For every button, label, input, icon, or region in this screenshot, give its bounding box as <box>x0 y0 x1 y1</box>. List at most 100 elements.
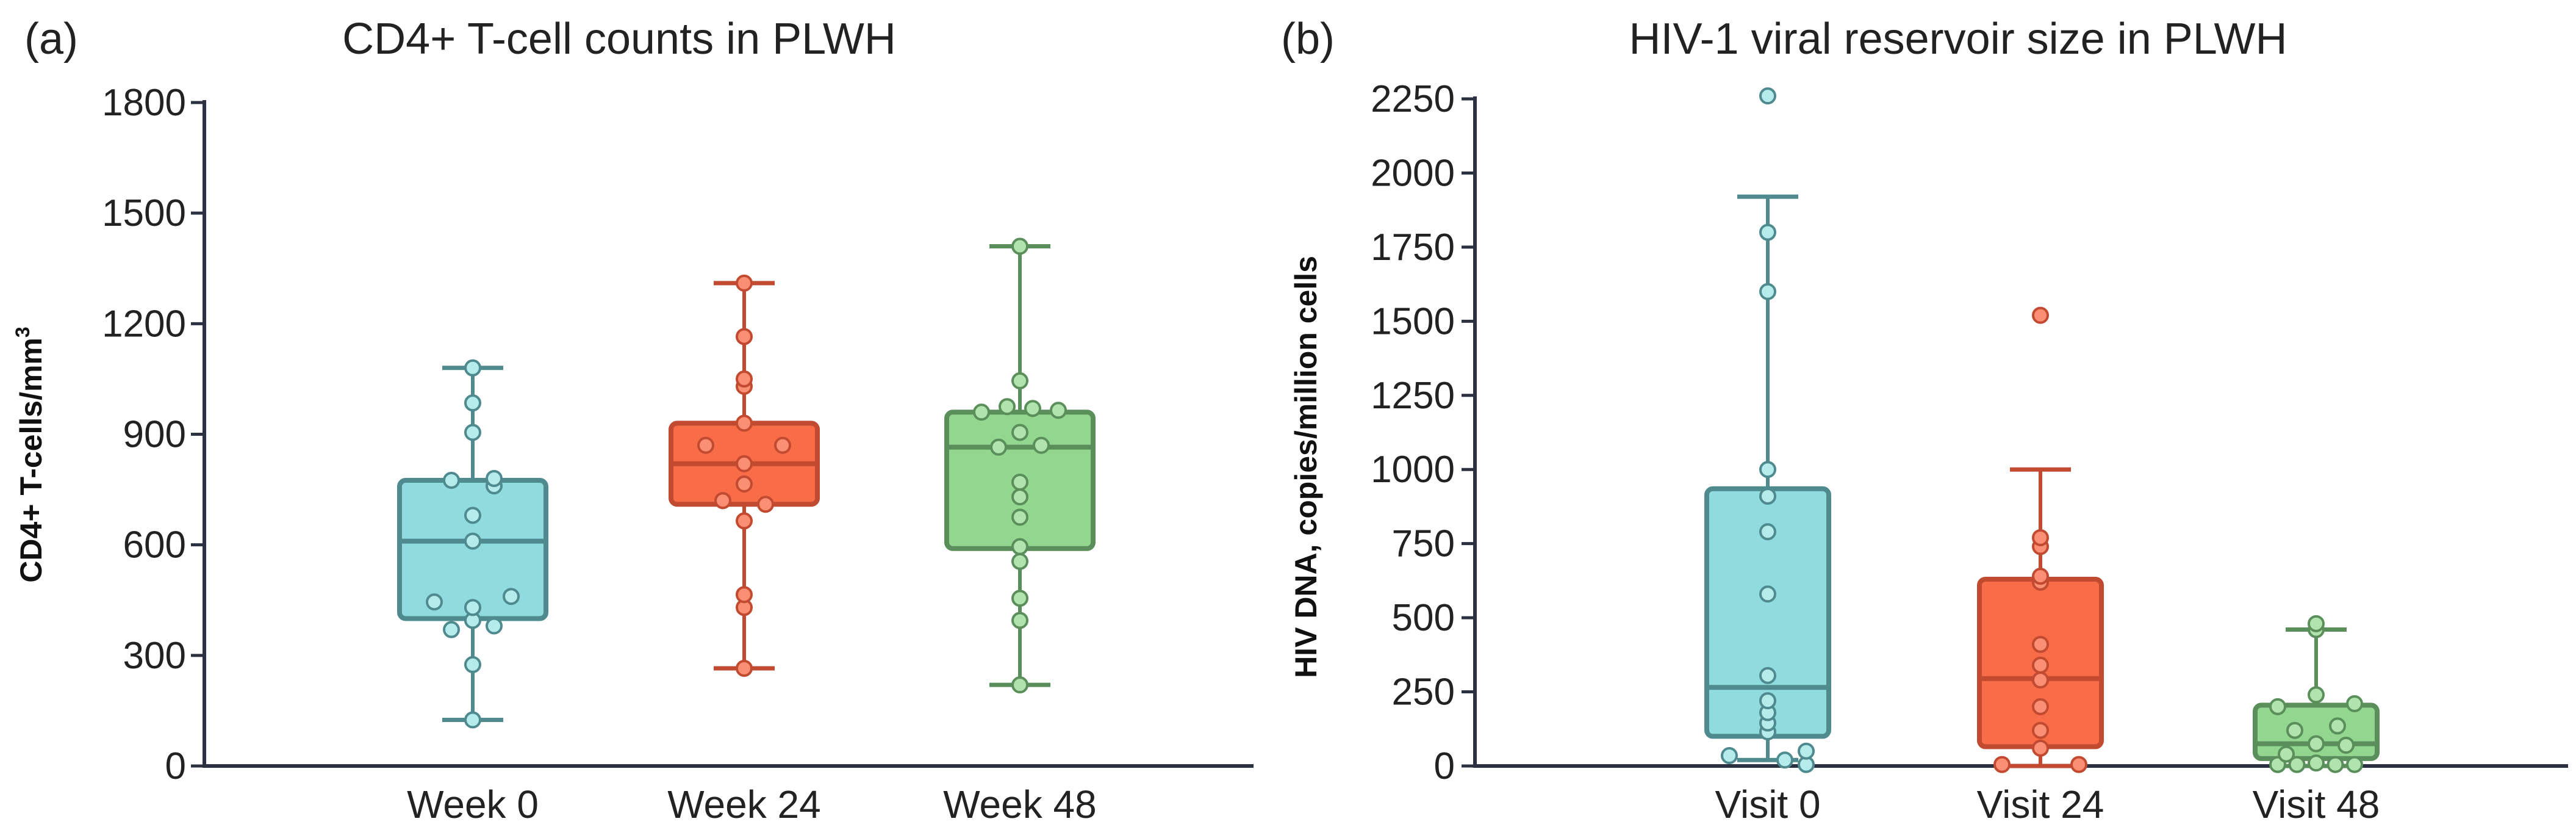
panel-b-y-axis-label: HIV DNA, copies/million cells <box>1289 256 1323 678</box>
data-point <box>2032 635 2049 653</box>
panel-a-category-label-1: Week 0 <box>407 782 539 826</box>
data-point <box>464 507 481 524</box>
panel-b-box-2 <box>1977 306 2104 773</box>
panel-b-y-tick-label: 750 <box>1392 523 1455 565</box>
panel-b-category-label-3: Visit 48 <box>2253 782 2380 826</box>
data-point <box>990 438 1007 456</box>
data-point <box>2032 739 2049 757</box>
data-point <box>2346 695 2363 712</box>
data-point <box>2278 745 2295 763</box>
data-point <box>464 711 481 729</box>
data-point <box>736 328 753 345</box>
data-point <box>2032 529 2049 546</box>
data-point <box>1011 488 1028 506</box>
data-point <box>736 586 753 604</box>
data-point <box>426 593 443 611</box>
panel-a-box-1 <box>397 359 548 729</box>
data-point <box>464 599 481 616</box>
panel-b-box-1 <box>1704 87 1831 773</box>
panel-b-box-3 <box>2253 615 2380 773</box>
data-point <box>1759 666 1776 684</box>
data-point <box>1759 461 1776 479</box>
panel-a-y-axis-label-sup: 3 <box>12 327 34 338</box>
panel-a-y-tick-label: 1500 <box>102 192 186 234</box>
data-point <box>1050 402 1067 419</box>
data-point <box>2329 717 2346 735</box>
data-point <box>2032 568 2049 585</box>
data-point <box>2032 306 2049 324</box>
panel-b-y-tick-label: 1000 <box>1371 449 1455 491</box>
data-point <box>1759 585 1776 603</box>
panel-a-y-axis-label: CD4+ T-cells/mm3 <box>12 327 48 582</box>
data-point <box>1759 487 1776 505</box>
data-point <box>736 370 753 388</box>
panel-a-y-tick-label: 900 <box>123 414 186 456</box>
panel-b-y-tick-label: 250 <box>1392 671 1455 713</box>
panel-b-y-tick-label: 1750 <box>1371 226 1455 269</box>
data-point <box>464 656 481 673</box>
data-point <box>443 621 460 638</box>
data-point <box>1011 237 1028 255</box>
data-point <box>736 455 753 472</box>
panel-b-category-label-2: Visit 24 <box>1977 782 2104 826</box>
data-point <box>1011 424 1028 441</box>
data-point <box>503 588 520 605</box>
data-point <box>1721 746 1738 764</box>
data-point <box>1024 400 1041 417</box>
data-point <box>2032 721 2049 739</box>
panel-b-y-tick-label: 500 <box>1392 597 1455 639</box>
panel-a-y-tick-label: 1800 <box>102 82 186 124</box>
data-point <box>736 475 753 493</box>
panel-a-y-tick-label: 1200 <box>102 303 186 345</box>
panel-a-y-axis-label-main: CD4+ T-cells/mm <box>14 338 48 583</box>
panel-b-title: HIV-1 viral reservoir size in PLWH <box>1629 15 2287 63</box>
data-point <box>2288 756 2306 773</box>
data-point <box>1011 552 1028 570</box>
data-point <box>2337 736 2355 754</box>
panel-a-category-label-2: Week 24 <box>667 782 820 826</box>
data-point <box>1759 223 1776 241</box>
data-point <box>2032 698 2049 715</box>
data-point <box>1033 436 1050 454</box>
data-point <box>486 469 503 487</box>
data-point <box>1011 508 1028 526</box>
panel-a-y-tick-label: 300 <box>123 635 186 677</box>
panel-b-label: (b) <box>1281 15 1335 63</box>
data-point <box>774 436 791 454</box>
panel-a-box-2 <box>669 274 820 677</box>
data-point <box>1798 742 1815 760</box>
data-point <box>1011 612 1028 629</box>
data-point <box>464 359 481 377</box>
data-point <box>2269 698 2286 715</box>
data-point <box>464 394 481 412</box>
data-point <box>2308 735 2325 753</box>
data-point <box>464 532 481 550</box>
data-point <box>2308 686 2325 704</box>
panel-a-category-label-3: Week 48 <box>943 782 1096 826</box>
data-point <box>999 398 1016 416</box>
panel-b-y-tick-label: 2000 <box>1371 152 1455 194</box>
panel-a-y-tick-label: 600 <box>123 524 186 566</box>
data-point <box>1776 751 1793 769</box>
data-point <box>2032 656 2049 674</box>
data-point <box>2308 754 2325 772</box>
data-point <box>443 471 460 489</box>
data-point <box>2070 756 2087 773</box>
data-point <box>1011 372 1028 389</box>
data-point <box>2346 756 2363 773</box>
panel-b-category-label-1: Visit 0 <box>1715 782 1820 826</box>
data-point <box>1011 474 1028 491</box>
data-point <box>697 436 714 454</box>
panel-b-y-tick-label: 1500 <box>1371 300 1455 342</box>
data-point <box>757 496 774 513</box>
data-point <box>2032 671 2049 689</box>
data-point <box>464 424 481 441</box>
panel-b-plot: 0 250 500 750 1000 1250 1500 1750 2000 2250 Visit … <box>1371 78 2568 826</box>
data-point <box>2327 756 2344 773</box>
data-point <box>736 274 753 292</box>
panel-b-y-tick-label: 1250 <box>1371 375 1455 417</box>
data-point <box>486 617 503 635</box>
panel-b-y-tick-label: 2250 <box>1371 78 1455 120</box>
data-point <box>1011 590 1028 607</box>
panel-a-plot: 0 300 600 900 1200 1500 1800 Week 0 Week 24 Week … <box>102 82 1254 826</box>
